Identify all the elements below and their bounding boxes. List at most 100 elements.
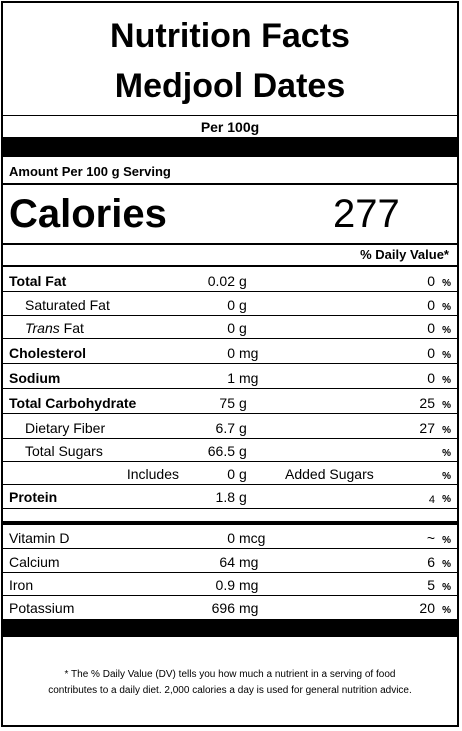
row-divider	[3, 291, 457, 292]
footnote-line: contributes to a daily diet. 2,000 calor…	[48, 685, 412, 696]
percent-sign: %	[442, 559, 451, 570]
nutrient-amount: 0	[227, 466, 235, 482]
product-name: Medjool Dates	[114, 67, 346, 105]
calories-label: Calories	[9, 192, 167, 236]
nutrient-name: Protein	[9, 489, 58, 505]
nutrient-unit: g	[239, 420, 247, 436]
nutrient-unit: g	[239, 273, 247, 289]
percent-sign: %	[442, 605, 451, 616]
divider	[3, 183, 457, 185]
nutrient-unit: mg	[239, 345, 259, 361]
nutrient-amount: 1.8	[215, 489, 235, 505]
vitamin-daily-value: 20	[419, 600, 435, 616]
nutrient-unit: g	[239, 395, 247, 411]
nutrient-name: Total Fat	[9, 273, 67, 289]
percent-sign: %	[442, 375, 451, 386]
nutrient-daily-value: 0	[427, 320, 435, 336]
nutrient-unit: g	[239, 489, 247, 505]
vitamin-row: Iron 0.9 mg 5%	[3, 573, 457, 595]
row-divider	[3, 388, 457, 389]
percent-sign: %	[442, 400, 451, 411]
row-divider	[3, 413, 457, 414]
percent-sign: %	[442, 350, 451, 361]
nutrient-name: Cholesterol	[9, 345, 87, 361]
label-title: Nutrition Facts	[110, 17, 350, 55]
nutrient-row: Cholesterol 0 mg 0%	[3, 341, 457, 363]
nutrient-daily-value: 4	[428, 494, 435, 506]
vitamin-row: Potassium 696 mg 20%	[3, 596, 457, 618]
percent-sign: %	[442, 471, 451, 482]
nutrient-amount: 0	[227, 297, 235, 313]
nutrient-name: Total Sugars	[25, 443, 103, 459]
nutrient-unit: g	[239, 466, 247, 482]
vitamin-name: Calcium	[9, 554, 60, 570]
row-divider	[3, 508, 457, 509]
nutrient-row: Saturated Fat 0 g 0%	[3, 293, 457, 315]
percent-sign: %	[442, 494, 451, 505]
nutrient-row: Total Carbohydrate 75 g 25%	[3, 391, 457, 413]
divider	[3, 265, 457, 267]
percent-sign: %	[442, 425, 451, 436]
serving-basis: Per 100g	[200, 119, 260, 135]
percent-sign: %	[442, 582, 451, 593]
percent-sign: %	[442, 448, 451, 459]
nutrient-daily-value: 25	[419, 395, 435, 411]
vitamin-daily-value: 5	[427, 577, 435, 593]
amount-per-serving: Amount Per 100 g Serving	[9, 164, 171, 179]
vitamin-unit: mg	[239, 554, 259, 570]
vitamin-row: Vitamin D 0 mcg ~%	[3, 526, 457, 548]
nutrient-amount: 0	[227, 320, 235, 336]
includes-label: Includes	[126, 466, 179, 482]
vitamin-daily-value: ~	[426, 530, 435, 546]
row-divider	[3, 595, 457, 596]
vitamin-unit: mg	[239, 577, 259, 593]
vitamin-name: Vitamin D	[9, 530, 70, 546]
nutrient-row: Dietary Fiber 6.7 g 27%	[3, 416, 457, 438]
percent-sign: %	[442, 302, 451, 313]
divider	[3, 243, 457, 245]
nutrient-row: Trans Fat 0 g 0%	[3, 316, 457, 338]
vitamin-amount: 64	[219, 554, 235, 570]
nutrient-name: Total Carbohydrate	[9, 395, 137, 411]
nutrient-amount: 0	[227, 345, 235, 361]
vitamin-name: Iron	[9, 577, 34, 593]
nutrient-amount: 6.7	[215, 420, 235, 436]
row-divider	[3, 484, 457, 485]
nutrient-name: Saturated Fat	[25, 297, 110, 313]
footnote-line: * The % Daily Value (DV) tells you how m…	[64, 669, 396, 680]
vitamin-amount: 0	[227, 530, 235, 546]
nutrient-daily-value: 0	[427, 297, 435, 313]
nutrient-amount: 1	[227, 370, 235, 386]
nutrient-name: Sodium	[9, 370, 61, 386]
vitamin-unit: mg	[239, 600, 259, 616]
vitamin-name: Potassium	[9, 600, 75, 616]
nutrient-name-italic: Trans	[25, 320, 60, 336]
footnote: * The % Daily Value (DV) tells you how m…	[11, 667, 449, 699]
thick-divider	[3, 619, 457, 637]
added-sugars-label: Added Sugars	[285, 466, 374, 482]
nutrient-row: Sodium 1 mg 0%	[3, 366, 457, 388]
nutrient-row: Total Fat 0.02 g 0%	[3, 269, 457, 291]
row-divider	[3, 548, 457, 549]
nutrient-amount: 66.5	[207, 443, 235, 459]
nutrient-row: Protein 1.8 g 4%	[3, 485, 457, 507]
calories-value: 277	[333, 192, 400, 236]
row-divider	[3, 572, 457, 573]
thick-divider	[3, 521, 457, 525]
vitamin-row: Calcium 64 mg 6%	[3, 550, 457, 572]
nutrient-row: Includes 0 g Added Sugars%	[3, 462, 457, 484]
row-divider	[3, 315, 457, 316]
percent-sign: %	[442, 278, 451, 289]
row-divider	[3, 438, 457, 439]
row-divider	[3, 363, 457, 364]
percent-sign: %	[442, 535, 451, 546]
vitamin-unit: mcg	[239, 530, 266, 546]
nutrient-daily-value: 0	[427, 345, 435, 361]
percent-sign: %	[442, 325, 451, 336]
nutrient-daily-value: 0	[427, 273, 435, 289]
nutrient-unit: g	[239, 297, 247, 313]
nutrient-unit: g	[239, 443, 247, 459]
nutrient-name: Trans Fat	[25, 320, 84, 336]
vitamin-daily-value: 6	[427, 554, 435, 570]
